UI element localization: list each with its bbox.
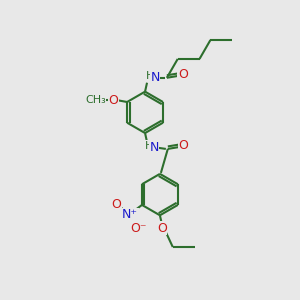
Text: H: H	[146, 71, 154, 81]
Text: O: O	[179, 140, 189, 152]
Text: O: O	[108, 94, 118, 106]
Text: H: H	[145, 141, 153, 151]
Text: O: O	[178, 68, 188, 81]
Text: N⁺: N⁺	[122, 208, 138, 221]
Text: CH₃: CH₃	[85, 95, 106, 105]
Text: N: N	[149, 141, 159, 154]
Text: O⁻: O⁻	[130, 222, 146, 235]
Text: N: N	[150, 71, 160, 84]
Text: O: O	[157, 222, 167, 235]
Text: O: O	[111, 198, 121, 212]
